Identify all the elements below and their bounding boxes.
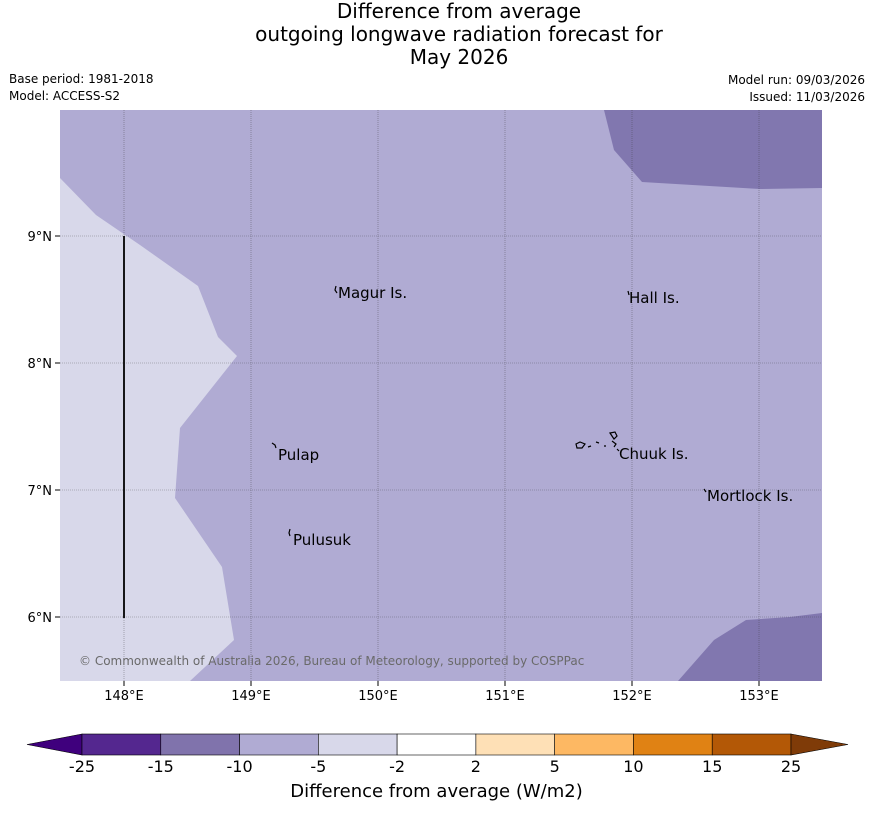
label-hall: Hall Is. [629, 289, 680, 307]
colorbar: -25 -15 -10 -5 -2 2 5 10 15 25 [26, 733, 849, 776]
colorbar-tick-label: -10 [226, 757, 252, 776]
colorbar-segment [475, 733, 555, 756]
colorbar-tick-label: 10 [623, 757, 643, 776]
lat-tick-label: 6°N [28, 611, 53, 626]
colorbar-tick-label: 15 [702, 757, 722, 776]
colorbar-segment [239, 733, 319, 756]
title-line-1: Difference from average [336, 0, 582, 23]
model-run: Model run: 09/03/2026 [727, 73, 865, 87]
dark-fill-region-bottom [678, 613, 822, 681]
colorbar-segment [318, 733, 398, 756]
colorbar-tick-label: -2 [389, 757, 405, 776]
colorbar-segment [633, 733, 713, 756]
island-marks [271, 285, 707, 537]
colorbar-tick-label: 25 [781, 757, 801, 776]
colorbar-segment [81, 733, 162, 756]
colorbar-segment [554, 733, 634, 756]
meta-left: Base period: 1981-2018 Model: ACCESS-S2 [9, 71, 154, 105]
label-chuuk: Chuuk Is. [619, 445, 688, 463]
graticule [60, 110, 822, 681]
chart-title: Difference from average outgoing longwav… [0, 0, 873, 69]
label-pulap: Pulap [278, 446, 319, 464]
place-labels: Magur Is. Hall Is. Pulap Chuuk Is. Mortl… [278, 284, 793, 549]
lon-tick-label: 151°E [485, 689, 525, 704]
colorbar-extend-low [26, 733, 83, 756]
lon-tick-label: 153°E [739, 689, 779, 704]
lon-tick-label: 152°E [612, 689, 652, 704]
light-fill-region [60, 178, 237, 681]
lon-tick-label: 149°E [231, 689, 271, 704]
colorbar-segment [711, 733, 792, 756]
meta-right: Model run: 09/03/2026 Issued: 11/03/2026 [728, 72, 865, 106]
lon-tick-label: 150°E [358, 689, 398, 704]
colorbar-tick-label: -5 [310, 757, 326, 776]
title-line-3: May 2026 [409, 45, 509, 69]
lat-tick-label: 8°N [28, 357, 53, 372]
colorbar-tick-label: -25 [69, 757, 95, 776]
colorbar-label: Difference from average (W/m2) [290, 781, 583, 802]
label-mortlock: Mortlock Is. [707, 487, 793, 505]
colorbar-segment [160, 733, 240, 756]
lon-tick-label: 148°E [104, 689, 144, 704]
issued-date: Issued: 11/03/2026 [749, 90, 865, 104]
copyright-text: © Commonwealth of Australia 2026, Bureau… [79, 654, 584, 668]
colorbar-segment [396, 733, 477, 756]
title-line-2: outgoing longwave radiation forecast for [255, 22, 663, 46]
dark-fill-region-top [604, 110, 822, 189]
label-magur: Magur Is. [338, 284, 407, 302]
lat-tick-label: 9°N [28, 230, 53, 245]
lat-axis: 9°N 8°N 7°N 6°N [28, 230, 60, 626]
colorbar-tick-label: 5 [550, 757, 560, 776]
label-pulusuk: Pulusuk [293, 531, 351, 549]
lat-tick-label: 7°N [28, 484, 53, 499]
map-area: Magur Is. Hall Is. Pulap Chuuk Is. Mortl… [60, 110, 822, 681]
model-name: Model: ACCESS-S2 [9, 89, 121, 103]
colorbar-tick-label: -15 [148, 757, 174, 776]
colorbar-tick-label: 2 [471, 757, 481, 776]
lon-axis: 148°E 149°E 150°E 151°E 152°E 153°E [104, 681, 779, 704]
colorbar-extend-high [790, 733, 849, 756]
base-period: Base period: 1981-2018 [9, 72, 154, 86]
